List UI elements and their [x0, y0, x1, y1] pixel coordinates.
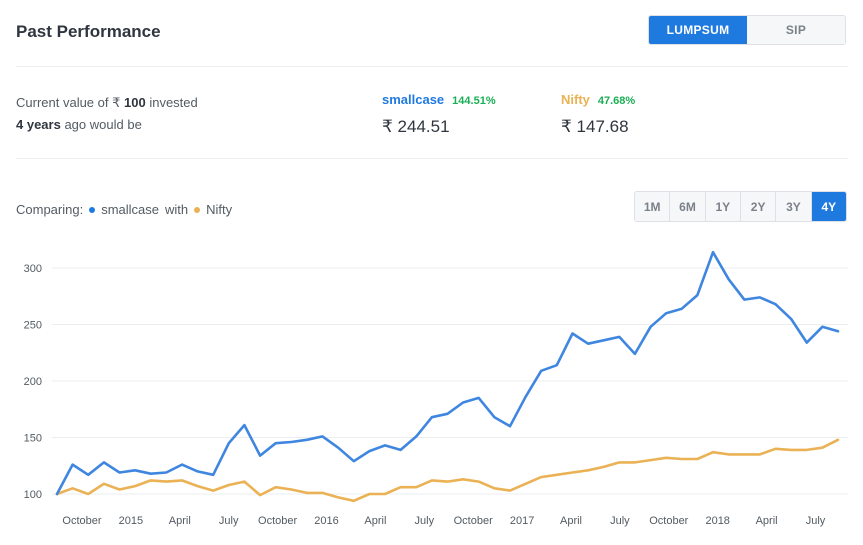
legend-nifty: Nifty — [206, 202, 233, 217]
current-value-prefix: Current value of ₹ — [16, 95, 121, 110]
divider — [16, 158, 848, 159]
range-1y-button[interactable]: 1Y — [705, 192, 741, 221]
sip-button[interactable]: SIP — [747, 16, 845, 44]
legend-with: with — [165, 202, 189, 217]
invested-label: invested — [149, 95, 198, 110]
current-value-text: Current value of ₹ 100 invested — [16, 95, 198, 111]
nifty-stat: Nifty 47.68% ₹ 147.68 — [561, 91, 635, 137]
y-tick-label: 200 — [24, 376, 42, 388]
time-range-selector: 1M 6M 1Y 2Y 3Y 4Y — [634, 191, 847, 222]
range-4y-button[interactable]: 4Y — [811, 192, 846, 221]
x-tick-label: April — [169, 515, 191, 527]
x-tick-label: July — [415, 515, 435, 527]
x-tick-label: October — [62, 515, 101, 527]
x-tick-label: April — [756, 515, 778, 527]
range-6m-button[interactable]: 6M — [670, 192, 706, 221]
x-tick-label: July — [610, 515, 630, 527]
period-text: 4 years ago would be — [16, 117, 142, 132]
divider — [16, 66, 848, 67]
x-tick-label: 2017 — [510, 515, 534, 527]
smallcase-return: 144.51% — [452, 95, 496, 107]
smallcase-dot-icon — [89, 206, 96, 213]
nifty-dot-icon — [194, 206, 201, 213]
lumpsum-button[interactable]: LUMPSUM — [649, 16, 747, 44]
nifty-name: Nifty — [561, 92, 590, 107]
smallcase-series-line — [55, 250, 840, 496]
comparing-legend: Comparing: smallcase with Nifty — [16, 202, 232, 217]
x-tick-label: July — [219, 515, 239, 527]
smallcase-stat: smallcase 144.51% ₹ 244.51 — [382, 91, 496, 137]
y-tick-label: 250 — [24, 320, 42, 332]
x-tick-label: October — [258, 515, 297, 527]
period-suffix: ago would be — [64, 117, 142, 132]
nifty-value: ₹ 147.68 — [561, 117, 629, 136]
invested-amount: 100 — [124, 95, 146, 110]
nifty-return: 47.68% — [597, 95, 636, 107]
x-tick-label: July — [806, 515, 826, 527]
y-tick-label: 150 — [24, 433, 42, 445]
y-tick-label: 300 — [24, 263, 42, 275]
x-tick-label: October — [454, 515, 493, 527]
x-tick-label: 2016 — [314, 515, 338, 527]
range-2y-button[interactable]: 2Y — [740, 192, 777, 221]
x-tick-label: 2015 — [119, 515, 143, 527]
x-tick-label: April — [560, 515, 582, 527]
comparing-label: Comparing: — [16, 202, 84, 217]
x-tick-label: October — [649, 515, 688, 527]
legend-smallcase: smallcase — [101, 202, 159, 217]
page-title: Past Performance — [16, 22, 161, 41]
nifty-series-line — [55, 438, 840, 503]
range-1m-button[interactable]: 1M — [635, 192, 671, 221]
y-tick-label: 100 — [24, 489, 42, 501]
smallcase-name: smallcase — [382, 92, 445, 107]
investment-mode-toggle: LUMPSUM SIP — [648, 15, 846, 45]
x-tick-label: 2018 — [705, 515, 729, 527]
period-value: 4 years — [16, 117, 61, 132]
smallcase-value: ₹ 244.51 — [382, 117, 450, 136]
performance-chart[interactable]: 100 150 200 250 300 October 2015 April July Octob… — [0, 240, 863, 540]
range-3y-button[interactable]: 3Y — [776, 192, 812, 221]
x-tick-label: April — [364, 515, 386, 527]
